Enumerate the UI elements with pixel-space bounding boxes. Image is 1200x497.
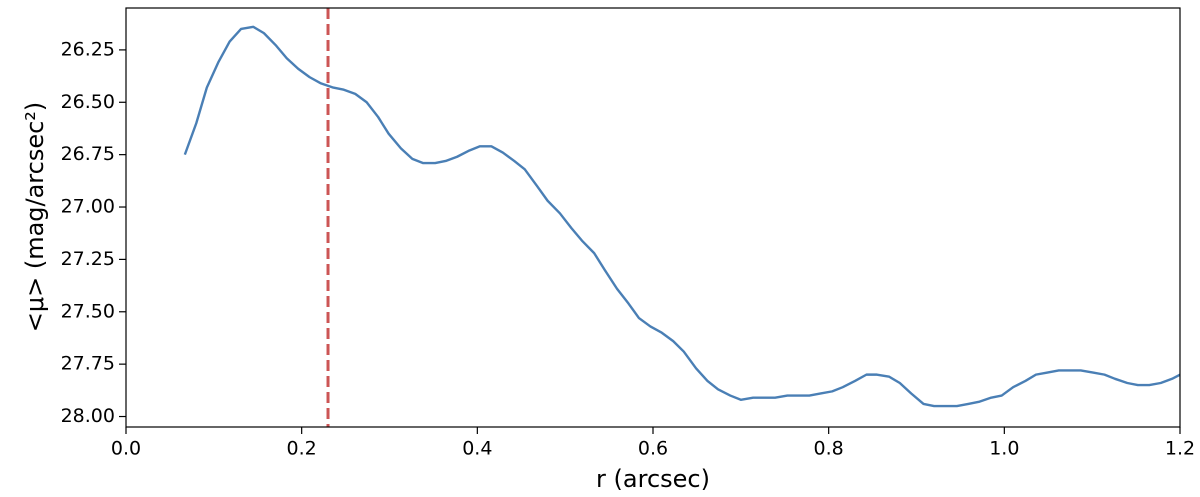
y-tick-label: 26.25 bbox=[61, 38, 115, 60]
y-tick-label: 26.75 bbox=[61, 143, 115, 165]
y-tick-label: 26.50 bbox=[61, 91, 115, 113]
x-tick-label: 0.8 bbox=[814, 438, 844, 460]
plot-frame bbox=[125, 7, 1181, 428]
y-tick-label: 27.75 bbox=[61, 353, 115, 375]
y-axis-label: <μ> (mag/arcsec²) bbox=[21, 102, 49, 333]
x-tick-label: 1.0 bbox=[989, 438, 1019, 460]
data-line bbox=[183, 25, 1181, 408]
x-tick-label: 0.4 bbox=[462, 438, 492, 460]
y-tick-label: 27.50 bbox=[61, 300, 115, 322]
y-tick-label: 27.00 bbox=[61, 196, 115, 218]
x-tick-label: 0.0 bbox=[111, 438, 141, 460]
y-tick-label: 27.25 bbox=[61, 248, 115, 270]
x-tick-label: 0.6 bbox=[638, 438, 668, 460]
x-axis-label: r (arcsec) bbox=[596, 465, 710, 493]
x-tick-label: 0.2 bbox=[287, 438, 317, 460]
x-tick-label: 1.2 bbox=[1165, 438, 1195, 460]
y-tick-label: 28.00 bbox=[61, 405, 115, 427]
